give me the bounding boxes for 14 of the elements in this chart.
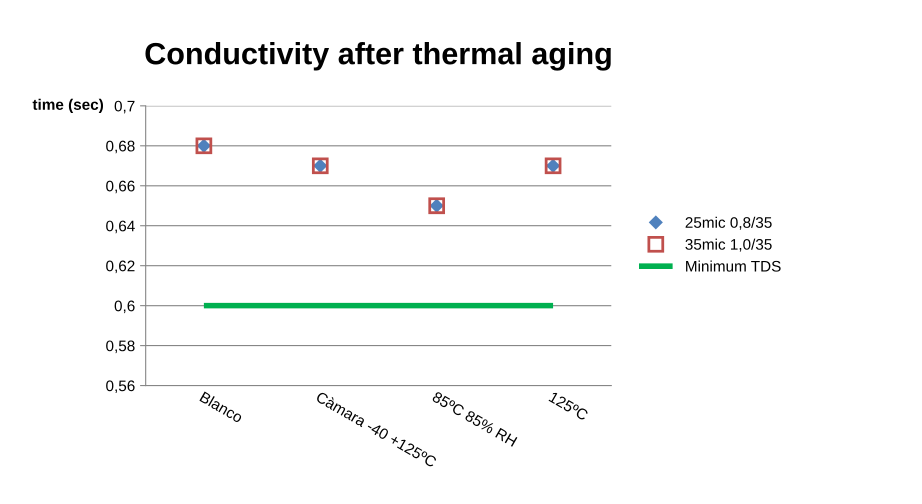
x-tick-label: 85ºC 85% RH: [432, 391, 518, 447]
legend-label: 25mic 0,8/35: [686, 216, 772, 230]
y-tick-label: 0,6: [114, 300, 135, 314]
legend-label: 35mic 1,0/35: [685, 238, 772, 252]
y-tick-label: 0,66: [106, 180, 135, 194]
y-tick-label: 0,64: [106, 220, 135, 234]
legend-label: Minimum TDS: [686, 260, 781, 272]
y-tick-label: 0,56: [106, 380, 135, 394]
y-tick-label: 0,58: [106, 340, 135, 354]
y-tick-label: 0,7: [114, 100, 134, 114]
chart-title: Conductivity after thermal aging: [145, 42, 611, 71]
y-tick-label: 0,68: [106, 140, 135, 154]
y-tick-label: 0,62: [106, 260, 134, 274]
y-axis-title: time (sec): [32, 98, 104, 113]
